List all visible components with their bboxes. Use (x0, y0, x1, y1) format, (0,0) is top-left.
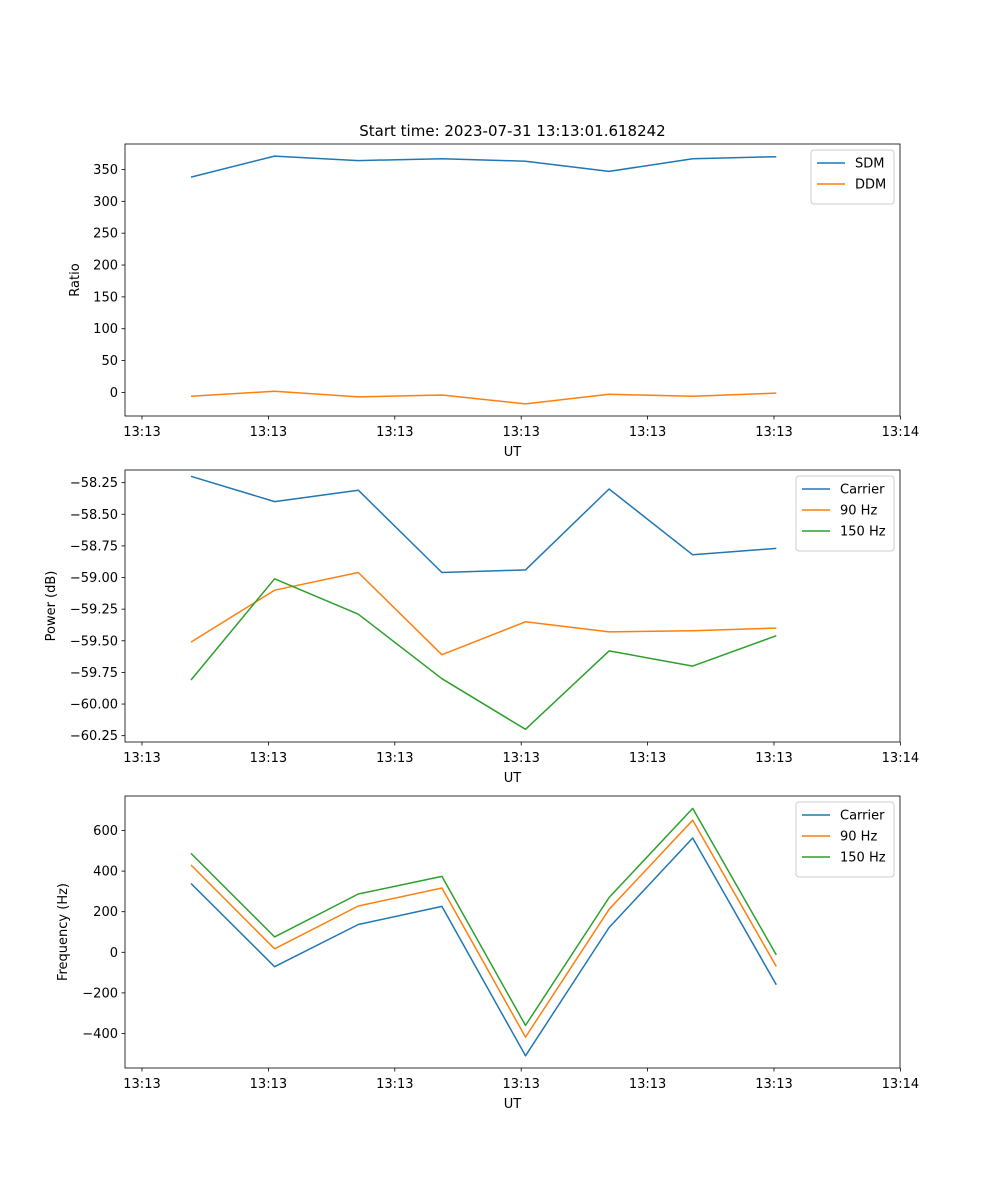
x-tick-label: 13:13 (250, 751, 287, 766)
y-tick-label: 400 (93, 865, 118, 880)
legend-box (795, 475, 895, 552)
y-tick-label: −58.75 (70, 539, 118, 554)
y-tick-label: 50 (101, 354, 118, 369)
series-line-150-hz (190, 578, 777, 731)
x-tick-label: 13:13 (755, 1077, 792, 1092)
series-line-ddm (190, 390, 777, 405)
y-tick-label: 300 (93, 195, 118, 210)
x-tick-label: 13:14 (882, 751, 919, 766)
y-tick-label: 250 (93, 227, 118, 242)
x-tick-label: 13:13 (755, 425, 792, 440)
x-tick-label: 13:13 (376, 751, 413, 766)
chart-panel-3: −400 −200 0 200 400 600 13:13 13:13 13:13 13:13 13… (56, 795, 919, 1112)
x-tick-label: 13:13 (250, 1077, 287, 1092)
y-tick-label: −59.75 (70, 666, 118, 681)
axes-frame (124, 469, 901, 743)
y-tick-label: −58.25 (70, 476, 118, 491)
y-axis-label: Ratio (68, 263, 83, 296)
chart-panel-1: 0 50 100 150 200 250 300 350 13:13 13:13 13:13 13:1… (68, 143, 919, 460)
x-tick-label: 13:13 (629, 751, 666, 766)
y-tick-label: 0 (110, 386, 118, 401)
x-tick-label: 13:13 (123, 1077, 160, 1092)
y-tick-label: −60.00 (70, 698, 118, 713)
y-tick-label: −59.00 (70, 571, 118, 586)
x-axis-label: UT (504, 445, 522, 460)
x-tick-label: 13:13 (502, 751, 539, 766)
x-tick-label: 13:13 (123, 751, 160, 766)
axes-frame (124, 143, 901, 417)
legend-label: 150 Hz (840, 851, 886, 866)
legend-label: SDM (855, 157, 884, 172)
y-tick-label: 150 (93, 290, 118, 305)
y-axis-label: Power (dB) (44, 571, 59, 642)
x-tick-label: 13:13 (376, 425, 413, 440)
series-line-carrier (190, 837, 777, 1057)
y-tick-label: −59.50 (70, 634, 118, 649)
legend-label: Carrier (840, 483, 885, 498)
y-tick-label: 600 (93, 824, 118, 839)
y-tick-label: 200 (93, 905, 118, 920)
y-tick-label: 0 (110, 946, 118, 961)
x-tick-label: 13:14 (882, 1077, 919, 1092)
legend-label: Carrier (840, 809, 885, 824)
y-tick-label: 350 (93, 163, 118, 178)
x-tick-label: 13:13 (123, 425, 160, 440)
series-line-90-hz (190, 571, 777, 656)
legend-label: 90 Hz (840, 830, 877, 845)
y-axis-label: Frequency (Hz) (56, 883, 71, 981)
legend-label: 90 Hz (840, 504, 877, 519)
x-tick-label: 13:13 (502, 425, 539, 440)
series-line-90-hz (190, 819, 777, 1038)
x-axis-label: UT (504, 771, 522, 786)
y-tick-label: −59.25 (70, 603, 118, 618)
x-tick-label: 13:13 (250, 425, 287, 440)
x-axis-label: UT (504, 1097, 522, 1112)
legend-label: 150 Hz (840, 525, 886, 540)
y-tick-label: 100 (93, 322, 118, 337)
axes-frame (124, 795, 901, 1069)
chart-panel-2: −58.25 −58.50 −58.75 −59.00 −59.25 −59.50 −59.… (44, 469, 919, 786)
y-tick-label: −58.50 (70, 508, 118, 523)
y-tick-label: 200 (93, 259, 118, 274)
x-tick-label: 13:14 (882, 425, 919, 440)
x-tick-label: 13:13 (376, 1077, 413, 1092)
y-tick-label: −200 (82, 986, 118, 1001)
series-line-sdm (190, 155, 777, 178)
y-tick-label: −60.25 (70, 729, 118, 744)
x-tick-label: 13:13 (755, 751, 792, 766)
x-tick-label: 13:13 (502, 1077, 539, 1092)
figure-title: Start time: 2023-07-31 13:13:01.618242 (359, 122, 665, 140)
x-tick-label: 13:13 (629, 1077, 666, 1092)
series-line-150-hz (190, 807, 777, 1027)
legend-box (795, 801, 895, 878)
legend-label: DDM (855, 178, 886, 193)
x-tick-label: 13:13 (629, 425, 666, 440)
y-tick-label: −400 (82, 1027, 118, 1042)
series-line-carrier (190, 475, 777, 574)
